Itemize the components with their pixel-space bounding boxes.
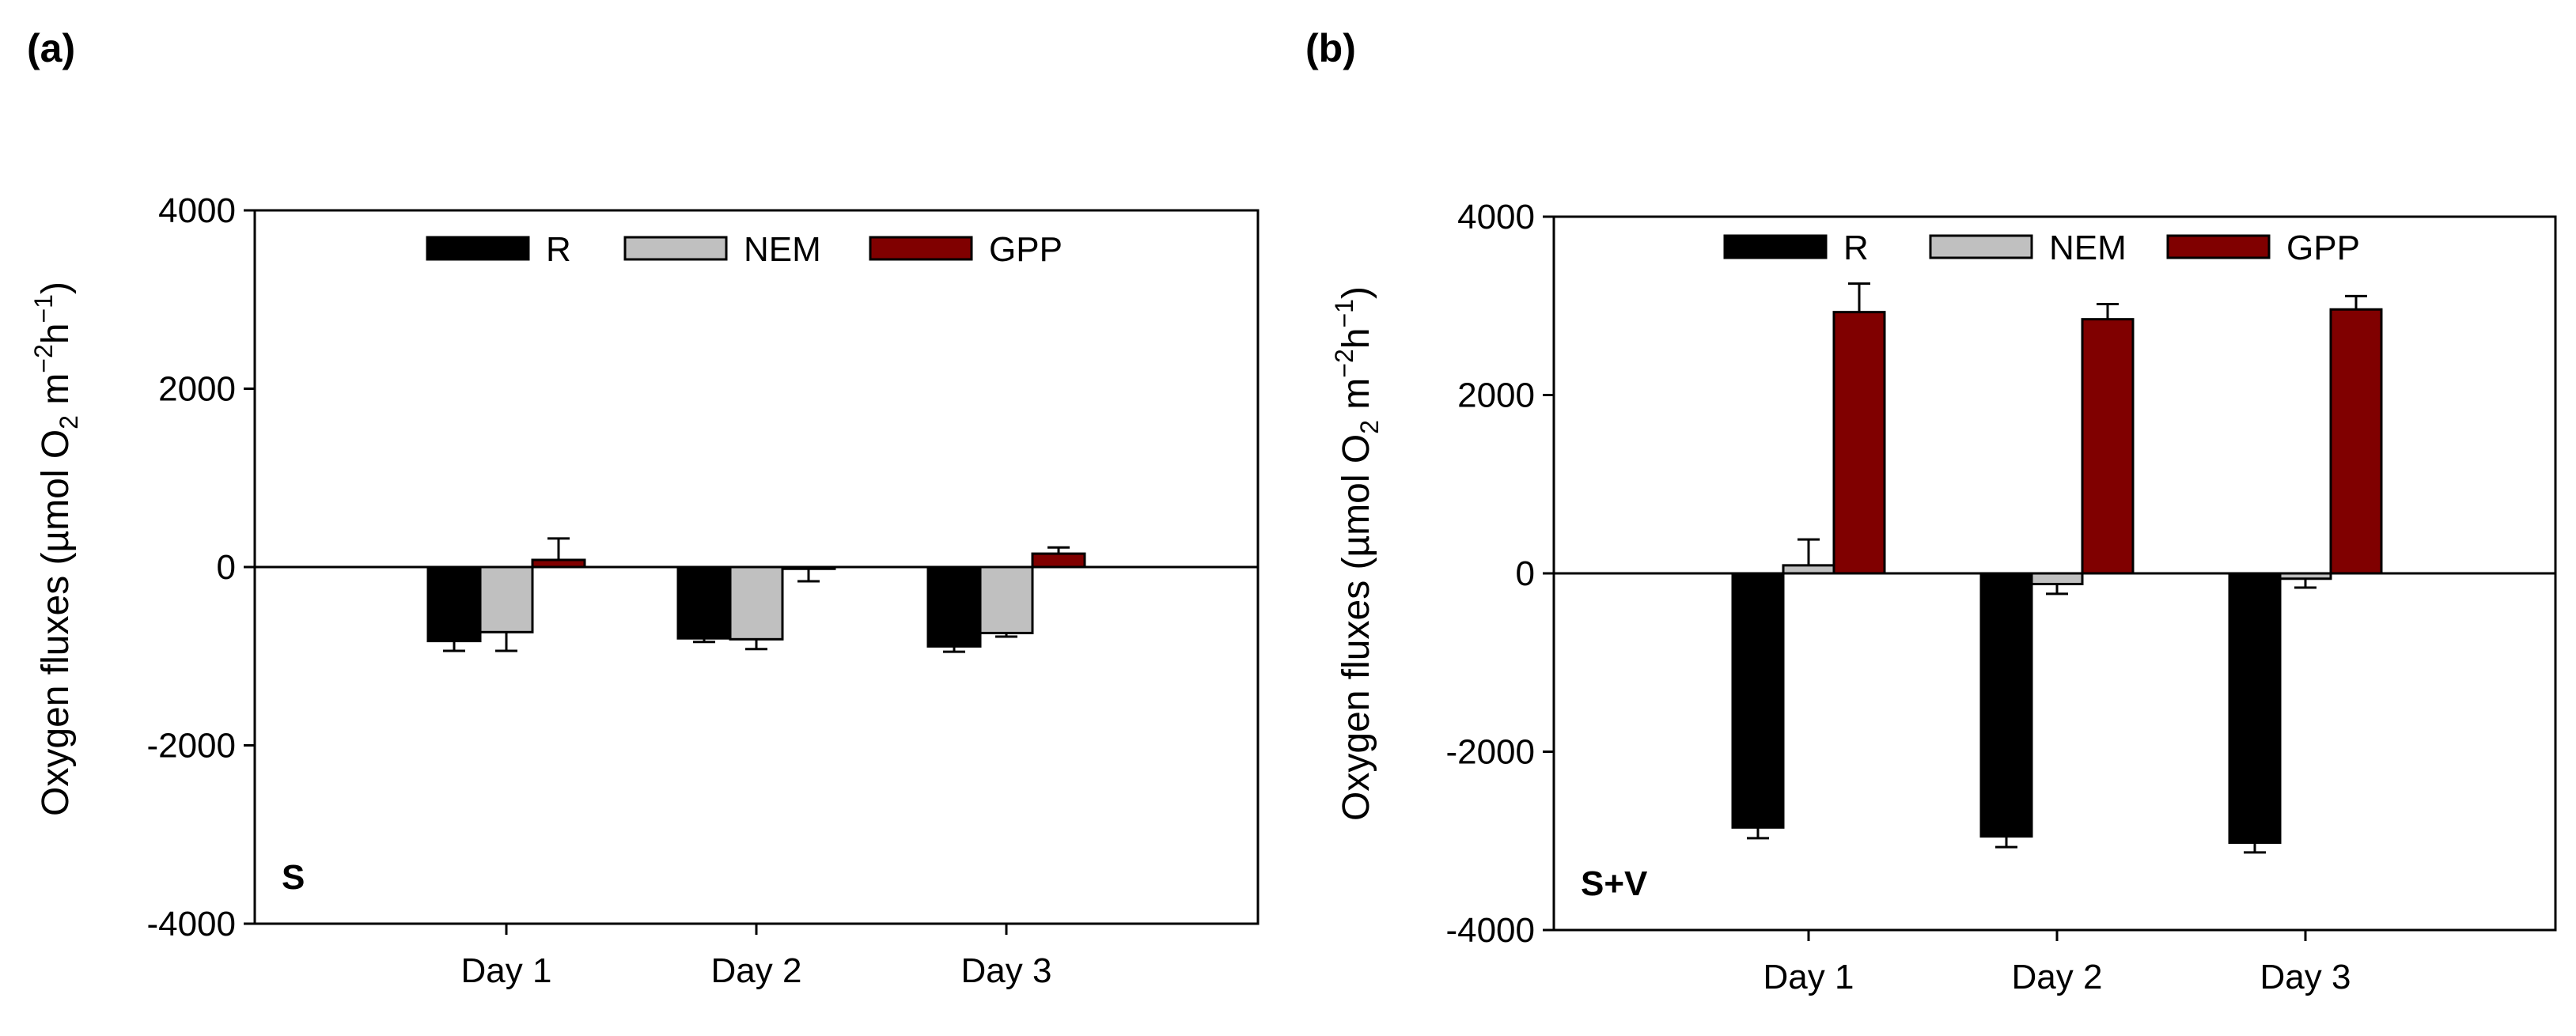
bar-gpp-day-1 bbox=[1832, 311, 1886, 575]
x-tick-label: Day 3 bbox=[961, 951, 1052, 990]
bar-gpp-day-2 bbox=[781, 565, 836, 570]
legend-label-gpp: GPP bbox=[2286, 229, 2360, 267]
bar-gpp-day-3 bbox=[1031, 552, 1086, 569]
plot-frame bbox=[1552, 215, 2557, 932]
legend-swatch-r bbox=[426, 236, 530, 261]
bar-nem-day-1 bbox=[479, 565, 534, 633]
y-axis-title: Oxygen fluxes (µmol O2 m−2h−1) bbox=[29, 282, 83, 816]
y-tick-label: -4000 bbox=[1445, 911, 1535, 950]
bar-r-day-3 bbox=[2228, 572, 2282, 845]
legend-swatch-r bbox=[1723, 234, 1828, 259]
bar-r-day-3 bbox=[926, 565, 982, 648]
legend-label-nem: NEM bbox=[744, 230, 821, 269]
bar-nem-day-2 bbox=[729, 565, 784, 641]
panel-label: (b) bbox=[1305, 26, 1356, 70]
x-tick-label: Day 1 bbox=[461, 951, 552, 990]
y-tick-label: 2000 bbox=[158, 370, 236, 409]
legend-swatch-gpp bbox=[2166, 234, 2271, 259]
bar-r-day-1 bbox=[1731, 572, 1785, 829]
legend-swatch-gpp bbox=[869, 236, 973, 261]
x-tick-label: Day 1 bbox=[1763, 958, 1854, 996]
x-tick-label: Day 2 bbox=[2012, 958, 2103, 996]
y-tick-label: 4000 bbox=[158, 191, 236, 230]
y-axis-title: Oxygen fluxes (µmol O2 m−2h−1) bbox=[1330, 286, 1384, 821]
y-tick-label: -2000 bbox=[146, 727, 236, 766]
y-tick-label: 4000 bbox=[1457, 198, 1535, 236]
bar-gpp-day-1 bbox=[531, 558, 586, 569]
legend-swatch-nem bbox=[1929, 234, 2033, 259]
bar-nem-day-3 bbox=[2279, 572, 2332, 580]
y-tick-label: -4000 bbox=[146, 905, 236, 943]
treatment-label: S+V bbox=[1581, 864, 1648, 903]
legend-label-gpp: GPP bbox=[989, 230, 1063, 269]
legend-label-r: R bbox=[546, 230, 571, 269]
panel-label: (a) bbox=[27, 26, 75, 70]
chart-panel-b: (b) Oxygen fluxes (µmol O2 m−2h−1) -4000… bbox=[1305, 26, 2557, 996]
legend-label-nem: NEM bbox=[2049, 229, 2127, 267]
bar-nem-day-3 bbox=[979, 565, 1034, 634]
bar-r-day-2 bbox=[676, 565, 732, 640]
legend-label-r: R bbox=[1843, 229, 1869, 267]
legend-swatch-nem bbox=[623, 236, 728, 261]
bar-gpp-day-3 bbox=[2329, 308, 2383, 575]
bar-r-day-2 bbox=[1979, 572, 2033, 838]
treatment-label: S bbox=[282, 858, 305, 897]
bar-gpp-day-2 bbox=[2081, 318, 2135, 575]
plot-frame bbox=[253, 209, 1260, 925]
bar-nem-day-2 bbox=[2030, 572, 2084, 586]
chart-panel-a: (a) Oxygen fluxes (µmol O2 m−2h−1) -4000… bbox=[27, 26, 1260, 990]
y-tick-label: -2000 bbox=[1445, 733, 1535, 772]
x-tick-label: Day 3 bbox=[2260, 958, 2351, 996]
x-tick-label: Day 2 bbox=[711, 951, 802, 990]
bar-r-day-1 bbox=[426, 565, 482, 643]
y-tick-label: 0 bbox=[217, 548, 236, 587]
y-tick-label: 2000 bbox=[1457, 376, 1535, 415]
y-tick-label: 0 bbox=[1516, 554, 1535, 593]
bar-nem-day-1 bbox=[1782, 564, 1835, 575]
